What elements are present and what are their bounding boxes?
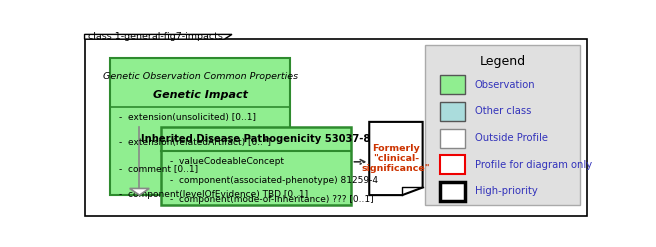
FancyBboxPatch shape: [85, 39, 587, 216]
FancyBboxPatch shape: [440, 155, 465, 174]
Text: Legend: Legend: [480, 55, 525, 67]
Text: -  component(levelOfEvidence) TBD [0..1]: - component(levelOfEvidence) TBD [0..1]: [119, 190, 308, 199]
FancyBboxPatch shape: [161, 127, 352, 205]
Text: -  extension(unsolicited) [0..1]: - extension(unsolicited) [0..1]: [119, 113, 256, 122]
Text: Outside Profile: Outside Profile: [475, 133, 548, 143]
Text: Genetic Impact: Genetic Impact: [153, 90, 248, 100]
Text: -  component(mode-of-inheritance) ??? [0..1]: - component(mode-of-inheritance) ??? [0.…: [170, 195, 373, 204]
FancyBboxPatch shape: [440, 102, 465, 121]
Text: High-priority: High-priority: [475, 186, 538, 196]
Text: Formerly
"clinical-
significance": Formerly "clinical- significance": [361, 144, 430, 173]
FancyBboxPatch shape: [440, 128, 465, 147]
Text: class 1-general-fig7-impacts: class 1-general-fig7-impacts: [88, 32, 223, 41]
FancyBboxPatch shape: [110, 58, 291, 195]
Text: Genetic Observation Common Properties: Genetic Observation Common Properties: [102, 72, 298, 81]
Text: Profile for diagram only: Profile for diagram only: [475, 160, 592, 170]
FancyBboxPatch shape: [425, 45, 580, 205]
Text: -  comment [0..1]: - comment [0..1]: [119, 164, 198, 173]
Text: -  extension(relatedArtifact) [0..*]: - extension(relatedArtifact) [0..*]: [119, 138, 271, 147]
Text: -  component(associated-phenotype) 81259-4: - component(associated-phenotype) 81259-…: [170, 176, 378, 185]
FancyBboxPatch shape: [440, 182, 465, 201]
Polygon shape: [85, 34, 232, 39]
Polygon shape: [369, 122, 422, 195]
FancyBboxPatch shape: [440, 75, 465, 94]
Text: -  valueCodeableConcept: - valueCodeableConcept: [170, 157, 284, 166]
Text: Other class: Other class: [475, 106, 531, 116]
Text: Inherited Disease Pathogenicity 53037-8: Inherited Disease Pathogenicity 53037-8: [142, 134, 371, 144]
Text: Observation: Observation: [475, 80, 535, 90]
Polygon shape: [130, 188, 149, 195]
